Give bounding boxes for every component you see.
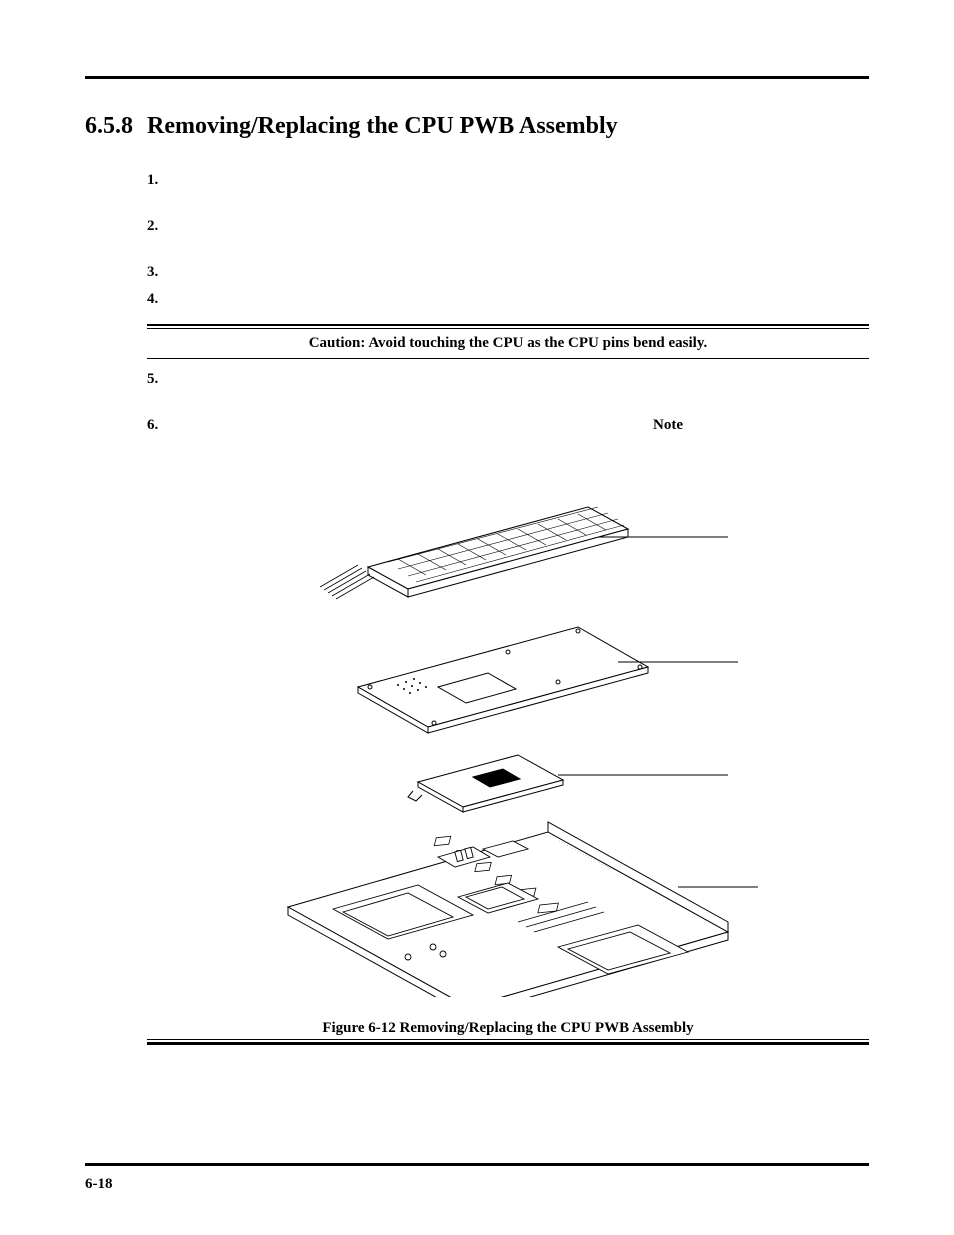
step-marker: 3. bbox=[147, 262, 173, 283]
step-text bbox=[173, 262, 869, 283]
caution-text: Caution: Avoid touching the CPU as the C… bbox=[147, 329, 869, 358]
caution-rule-top-thick bbox=[147, 324, 869, 326]
step-1: 1. bbox=[147, 170, 869, 210]
figure-wrap: · · · · · · · · · · · · · · · · · · · · … bbox=[147, 477, 869, 1002]
figure-caption: Figure 6-12 Removing/Replacing the CPU P… bbox=[147, 1020, 869, 1037]
section-title: Removing/Replacing the CPU PWB Assembly bbox=[147, 113, 618, 139]
step-3: 3. bbox=[147, 262, 869, 283]
step-text bbox=[173, 369, 869, 409]
step-marker: 4. bbox=[147, 289, 173, 310]
step-text: Note bbox=[173, 415, 869, 455]
figure-rule-thick bbox=[147, 1042, 869, 1045]
section-number: 6.5.8 bbox=[85, 113, 133, 140]
step-marker: 6. bbox=[147, 415, 173, 455]
steps-before-caution: 1. 2. 3. 4. bbox=[147, 170, 869, 310]
section-heading: 6.5.8 Removing/Replacing the CPU PWB Ass… bbox=[85, 113, 869, 140]
cpu-pwb-layer bbox=[408, 755, 563, 812]
step-5: 5. bbox=[147, 369, 869, 409]
step-6: 6. Note bbox=[147, 415, 869, 455]
main-board-layer: · · · · · · · · · · · · · · · · · · · · … bbox=[288, 822, 728, 997]
page-number: 6-18 bbox=[85, 1176, 869, 1193]
heat-spreader-layer bbox=[358, 627, 648, 733]
steps-after-caution: 5. 6. Note bbox=[147, 369, 869, 455]
exploded-view-diagram: · · · · · · · · · · · · · · · · · · · · … bbox=[258, 477, 758, 997]
keyboard-layer bbox=[320, 507, 628, 599]
figure-rule-thin bbox=[147, 1039, 869, 1040]
step-marker: 5. bbox=[147, 369, 173, 409]
top-rule bbox=[85, 76, 869, 79]
step-4: 4. bbox=[147, 289, 869, 310]
caution-rule-bottom-thin bbox=[147, 358, 869, 359]
step-text bbox=[173, 170, 869, 210]
body-area: 1. 2. 3. 4. Caution: Avoid touching the … bbox=[147, 170, 869, 1045]
footer-rule bbox=[85, 1163, 869, 1166]
footer: 6-18 bbox=[85, 1163, 869, 1193]
step-marker: 1. bbox=[147, 170, 173, 210]
step-text bbox=[173, 289, 869, 310]
note-label: Note bbox=[653, 415, 683, 436]
caution-block: Caution: Avoid touching the CPU as the C… bbox=[147, 324, 869, 359]
page: 6.5.8 Removing/Replacing the CPU PWB Ass… bbox=[0, 0, 954, 1235]
step-2: 2. bbox=[147, 216, 869, 256]
step-text bbox=[173, 216, 869, 256]
step-marker: 2. bbox=[147, 216, 173, 256]
